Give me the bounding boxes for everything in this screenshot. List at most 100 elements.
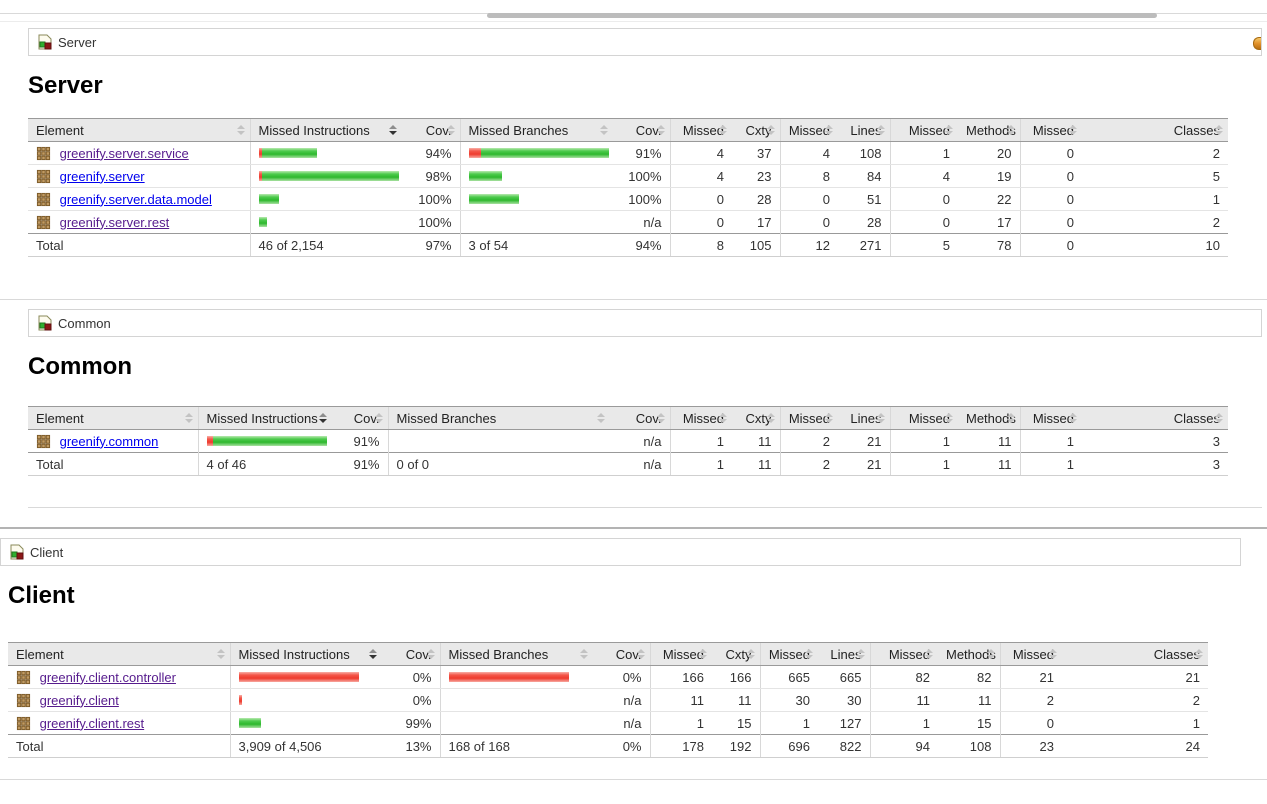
column-label: Missed (1032, 122, 1074, 138)
column-header-missed[interactable]: Missed (779, 118, 838, 142)
column-header-lines[interactable]: Lines (838, 118, 890, 142)
sort-icon (945, 125, 953, 135)
column-header-missed-instructions[interactable]: Missed Instructions (197, 406, 332, 430)
column-label: Missed (908, 410, 950, 426)
table-row: greenify.server 98% 100% 4 23 8 84 4 19 0 5 (28, 164, 1228, 188)
package-link[interactable]: greenify.client (39, 692, 119, 708)
column-header-missed[interactable]: Missed (889, 406, 958, 430)
column-header-methods[interactable]: Methods (938, 642, 1000, 666)
package-link[interactable]: greenify.server.data.model (59, 191, 212, 207)
column-header-classes[interactable]: Classes (1082, 118, 1228, 142)
sessions-icon[interactable] (1253, 37, 1261, 50)
coverage-percent-cell: 91% (332, 452, 388, 476)
divider (0, 21, 1267, 22)
column-header-cov[interactable]: Cov. (593, 642, 650, 666)
counter-cell: 108 (938, 734, 1000, 758)
sort-icon (699, 649, 707, 659)
column-header-cxty[interactable]: Cxty (712, 642, 760, 666)
counter-cell: 0 (669, 187, 732, 211)
element-cell: greenify.client.controller (8, 665, 230, 689)
column-label: Missed Branches (468, 122, 569, 138)
column-header-classes[interactable]: Classes (1082, 406, 1228, 430)
sort-icon (876, 125, 885, 135)
package-link[interactable]: greenify.server (59, 168, 145, 184)
coverage-percent-cell: n/a (593, 688, 650, 712)
section-title: Server (28, 72, 103, 99)
column-header-missed[interactable]: Missed (779, 406, 838, 430)
column-header-missed[interactable]: Missed (1019, 406, 1082, 430)
column-header-classes[interactable]: Classes (1062, 642, 1208, 666)
table-total-row: Total 4 of 46 91% 0 of 0 n/a 1 11 2 21 1 11 1 3 (28, 452, 1228, 476)
column-header-missed[interactable]: Missed (869, 642, 938, 666)
coverage-bar-cell (229, 665, 382, 689)
sort-icon (925, 649, 933, 659)
counter-cell: 23 (732, 164, 780, 188)
counter-cell: 166 (712, 665, 760, 689)
counter-cell: 15 (737, 715, 752, 731)
covered-bar-segment (238, 717, 261, 728)
table-total-row: Total 46 of 2,154 97% 3 of 54 94% 8 105 12 271 5 7… (28, 233, 1228, 257)
column-header-cov[interactable]: Cov. (382, 642, 440, 666)
counter-cell: 21 (1062, 665, 1208, 689)
column-header-element[interactable]: Element (28, 406, 198, 430)
column-header-missed[interactable]: Missed (669, 406, 732, 430)
element-cell: greenify.server.rest (28, 211, 250, 234)
package-link[interactable]: greenify.client.controller (39, 669, 176, 685)
column-header-cov[interactable]: Cov. (613, 118, 670, 142)
coverage-percent-cell: 97% (402, 233, 460, 257)
sort-icon (945, 413, 953, 423)
column-header-lines[interactable]: Lines (818, 642, 870, 666)
column-header-missed[interactable]: Missed (1019, 118, 1082, 142)
column-header-cov[interactable]: Cov. (332, 406, 388, 430)
coverage-percent-cell: 98% (402, 164, 460, 188)
scrollbar-thumb[interactable] (487, 13, 1157, 18)
column-label: Cov. (425, 122, 452, 138)
sort-icon (825, 413, 833, 423)
total-instructions-cell: 46 of 2,154 (249, 233, 402, 257)
column-header-missed-branches[interactable]: Missed Branches (439, 642, 593, 666)
column-header-cov[interactable]: Cov. (402, 118, 460, 142)
package-link[interactable]: greenify.server.service (59, 145, 189, 161)
package-link[interactable]: greenify.server.rest (59, 214, 170, 230)
sort-icon (986, 649, 995, 659)
counter-cell: 0 (1019, 141, 1082, 165)
column-header-missed-branches[interactable]: Missed Branches (387, 406, 610, 430)
column-header-missed[interactable]: Missed (669, 118, 732, 142)
column-header-cxty[interactable]: Cxty (732, 406, 780, 430)
column-header-cov[interactable]: Cov. (610, 406, 670, 430)
column-header-methods[interactable]: Methods (958, 118, 1020, 142)
counter-cell: 822 (818, 734, 870, 758)
sort-icon (236, 125, 245, 135)
column-label: Missed Branches (396, 410, 497, 426)
counter-cell: 11 (958, 452, 1020, 476)
counter-cell: 37 (732, 141, 780, 165)
coverage-table: Element Missed Instructions Cov. Missed Bra… (28, 406, 1228, 476)
counter-cell: 20 (958, 141, 1020, 165)
column-header-lines[interactable]: Lines (838, 406, 890, 430)
column-label: Lines (850, 410, 882, 426)
column-header-element[interactable]: Element (8, 642, 230, 666)
sort-icon (746, 649, 755, 659)
counter-cell: 8 (669, 233, 732, 257)
counter-cell: 17 (757, 214, 772, 230)
column-header-missed-instructions[interactable]: Missed Instructions (249, 118, 402, 142)
column-header-missed[interactable]: Missed (649, 642, 712, 666)
column-header-missed[interactable]: Missed (759, 642, 818, 666)
package-link[interactable]: greenify.client.rest (39, 715, 145, 731)
counter-cell: 21 (867, 433, 882, 449)
package-link[interactable]: greenify.common (59, 433, 159, 449)
column-header-missed-branches[interactable]: Missed Branches (459, 118, 613, 142)
column-header-missed[interactable]: Missed (889, 118, 958, 142)
column-header-methods[interactable]: Methods (958, 406, 1020, 430)
counter-cell: 8 (779, 164, 838, 188)
coverage-percent-cell: 100% (613, 164, 670, 188)
column-header-cxty[interactable]: Cxty (732, 118, 780, 142)
total-label-cell: Total (8, 734, 230, 758)
counter-cell: 0 (779, 187, 838, 211)
column-header-element[interactable]: Element (28, 118, 250, 142)
breadcrumb-label: Common (58, 315, 111, 331)
counter-cell: 0 (1019, 187, 1082, 211)
column-label: Element (36, 122, 84, 138)
column-header-missed[interactable]: Missed (999, 642, 1062, 666)
column-header-missed-instructions[interactable]: Missed Instructions (229, 642, 382, 666)
